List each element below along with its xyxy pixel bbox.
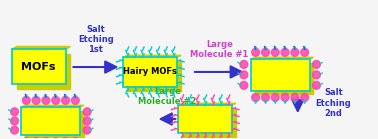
Circle shape — [71, 96, 79, 104]
Circle shape — [281, 48, 289, 56]
Polygon shape — [17, 54, 70, 89]
Polygon shape — [25, 111, 84, 139]
Circle shape — [11, 108, 19, 116]
Circle shape — [281, 94, 289, 101]
Bar — [22, 107, 80, 135]
Polygon shape — [127, 61, 181, 91]
Circle shape — [62, 138, 70, 139]
Bar — [178, 105, 232, 133]
Bar — [123, 57, 177, 87]
Polygon shape — [22, 105, 84, 107]
Circle shape — [22, 96, 30, 104]
Circle shape — [240, 81, 248, 89]
Polygon shape — [251, 57, 313, 59]
Circle shape — [11, 126, 19, 134]
Circle shape — [271, 48, 279, 56]
Polygon shape — [182, 109, 236, 137]
Text: Large
Molecule #1: Large Molecule #1 — [190, 40, 248, 59]
Polygon shape — [12, 46, 70, 49]
Circle shape — [301, 48, 308, 56]
Circle shape — [313, 60, 320, 68]
Circle shape — [32, 138, 40, 139]
Circle shape — [52, 96, 60, 104]
Circle shape — [301, 94, 308, 101]
Circle shape — [313, 71, 320, 79]
Circle shape — [252, 48, 260, 56]
Text: Salt
Etching
1st: Salt Etching 1st — [78, 24, 114, 54]
Polygon shape — [255, 63, 313, 95]
Circle shape — [240, 71, 248, 79]
Circle shape — [11, 117, 19, 125]
Circle shape — [52, 138, 60, 139]
Text: Salt
Etching
2nd: Salt Etching 2nd — [315, 88, 351, 118]
Text: MOFs: MOFs — [21, 62, 56, 72]
Circle shape — [313, 81, 320, 89]
Circle shape — [291, 94, 299, 101]
Polygon shape — [178, 103, 236, 105]
Circle shape — [42, 138, 50, 139]
Bar — [12, 49, 65, 84]
Circle shape — [262, 94, 270, 101]
Circle shape — [71, 138, 79, 139]
Circle shape — [83, 126, 91, 134]
Circle shape — [262, 48, 270, 56]
Circle shape — [83, 108, 91, 116]
Text: Hairy MOFs: Hairy MOFs — [123, 67, 177, 76]
Circle shape — [271, 94, 279, 101]
Circle shape — [22, 138, 30, 139]
Circle shape — [62, 96, 70, 104]
Bar — [251, 59, 310, 91]
Circle shape — [32, 96, 40, 104]
Circle shape — [42, 96, 50, 104]
Circle shape — [252, 94, 260, 101]
Text: Large
Molecule #2: Large Molecule #2 — [138, 87, 197, 106]
Circle shape — [240, 60, 248, 68]
Circle shape — [291, 48, 299, 56]
Circle shape — [83, 117, 91, 125]
Polygon shape — [123, 55, 181, 57]
